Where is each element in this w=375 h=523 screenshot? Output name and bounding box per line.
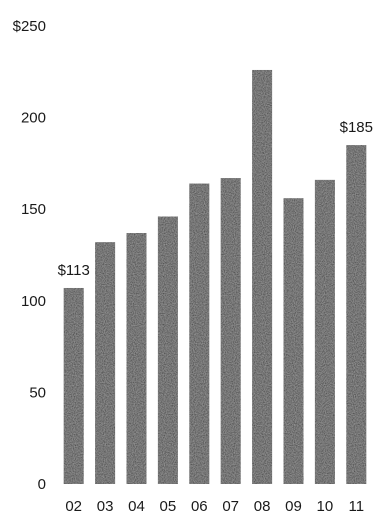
x-tick-label: 10 bbox=[317, 498, 334, 515]
y-axis: 0 50 100 150 200 $250 bbox=[13, 18, 46, 493]
bar-09 bbox=[283, 198, 304, 484]
y-tick-label: $250 bbox=[13, 18, 46, 35]
bar-07 bbox=[220, 178, 241, 484]
bar-03 bbox=[95, 242, 116, 484]
x-tick-label: 07 bbox=[222, 498, 239, 515]
y-tick-label: 150 bbox=[21, 201, 46, 218]
x-axis: 02 03 04 05 06 07 08 09 10 11 bbox=[65, 498, 364, 515]
x-tick-label: 04 bbox=[128, 498, 145, 515]
data-label-11: $185 bbox=[340, 119, 373, 136]
x-tick-label: 03 bbox=[97, 498, 114, 515]
bars-group bbox=[63, 69, 367, 484]
bar-08 bbox=[252, 69, 273, 484]
x-tick-label: 06 bbox=[191, 498, 208, 515]
data-label-02: $113 bbox=[58, 262, 90, 279]
y-tick-label: 50 bbox=[29, 384, 46, 401]
x-tick-label: 08 bbox=[254, 498, 271, 515]
bar-05 bbox=[157, 216, 178, 484]
x-tick-label: 02 bbox=[65, 498, 82, 515]
bar-04 bbox=[126, 233, 147, 484]
x-tick-label: 05 bbox=[160, 498, 177, 515]
data-labels-group: $113 $185 bbox=[58, 119, 373, 279]
bar-06 bbox=[189, 183, 210, 484]
bar-10 bbox=[314, 179, 335, 484]
y-tick-label: 200 bbox=[21, 110, 46, 127]
y-tick-label: 0 bbox=[38, 476, 46, 493]
bar-02 bbox=[63, 287, 84, 484]
x-tick-label: 11 bbox=[349, 498, 365, 515]
x-tick-label: 09 bbox=[285, 498, 302, 515]
bar-11 bbox=[346, 145, 367, 484]
y-tick-label: 100 bbox=[21, 293, 46, 310]
